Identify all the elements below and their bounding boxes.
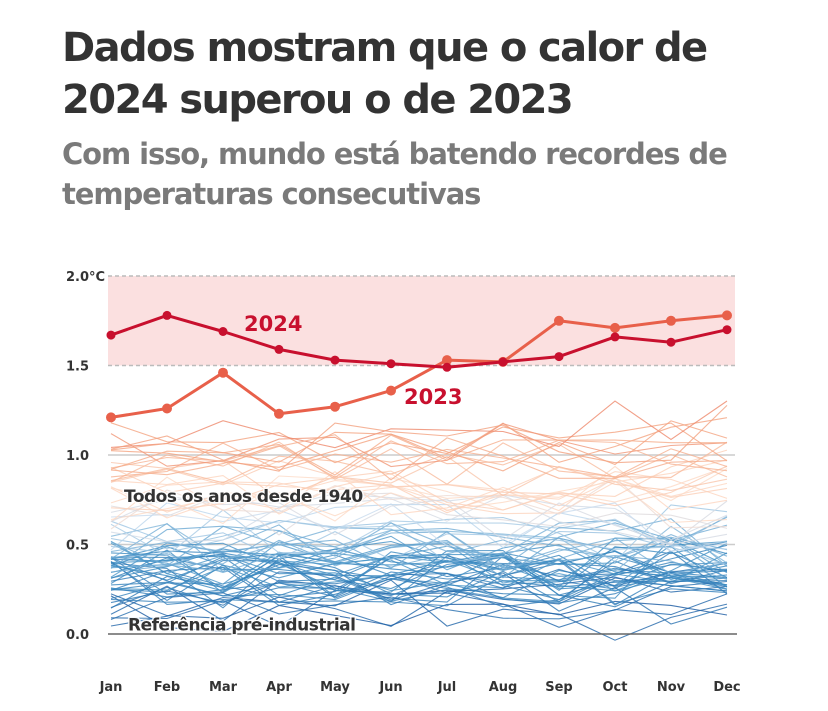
chart-title: Dados mostram que o calor de 2024 supero… (62, 25, 708, 123)
data-point-2023 (610, 322, 620, 333)
x-tick-label: Oct (603, 680, 628, 695)
background-year-line (110, 537, 728, 574)
background-year-line (110, 523, 728, 572)
x-tick-label: Jun (378, 680, 402, 695)
data-point-2023 (386, 385, 396, 396)
data-point-2023 (666, 315, 676, 326)
background-year-line (110, 502, 728, 551)
background-year-line (110, 545, 728, 591)
data-point-2024 (274, 344, 284, 354)
background-year-line (110, 439, 728, 478)
x-tick-label: Sep (545, 680, 573, 695)
background-year-line (110, 492, 728, 536)
background-year-line (110, 571, 728, 625)
annotation-pre-industrial: Referência pré-industrial (128, 616, 355, 636)
background-year-line (110, 509, 728, 557)
data-point-2024 (442, 362, 452, 372)
y-tick-label: 2.0°C (66, 270, 105, 285)
background-year-line (110, 441, 728, 485)
x-tick-label: Feb (154, 680, 180, 695)
background-year-line (110, 562, 728, 604)
background-year-line (110, 504, 728, 563)
data-point-2024 (218, 327, 228, 336)
x-tick-label: Nov (657, 680, 686, 695)
background-year-line (110, 495, 728, 545)
background-year-line (110, 434, 727, 476)
data-point-2024 (162, 310, 172, 320)
x-tick-label: Dec (713, 680, 740, 695)
background-year-line (110, 480, 728, 524)
background-year-line (110, 434, 728, 481)
x-tick-label: Aug (489, 680, 518, 695)
background-year-line (110, 520, 728, 566)
series-label-2024: 2024 (244, 312, 302, 336)
background-year-line (110, 542, 728, 592)
y-axis-ticks: 2.0°C 1.5 1.0 0.5 0.0 (66, 270, 105, 643)
x-axis-ticks: Jan Feb Mar Apr May Jun Jul Aug Sep Oct Nov Dec (99, 680, 741, 695)
data-point-2023 (218, 367, 228, 378)
data-point-2024 (106, 330, 116, 340)
background-year-line (110, 522, 728, 569)
background-year-line (110, 589, 728, 628)
background-year-line (110, 460, 728, 507)
data-point-2024 (554, 352, 564, 362)
data-point-2023 (106, 412, 116, 423)
data-point-2023 (162, 403, 172, 414)
y-tick-label: 0.0 (66, 628, 89, 643)
series-line-2024 (110, 313, 728, 369)
background-year-line (110, 531, 728, 575)
background-year-line (110, 400, 728, 449)
data-point-2024 (666, 337, 676, 347)
series-label-2023: 2023 (404, 385, 462, 409)
y-tick-label: 1.5 (66, 360, 89, 375)
x-tick-label: Jan (99, 680, 123, 695)
background-year-line (110, 554, 728, 603)
data-point-2024 (330, 355, 340, 365)
background-year-line (110, 566, 728, 608)
background-year-line (110, 442, 728, 478)
background-year-line (110, 550, 728, 598)
background-year-line (110, 466, 728, 514)
data-point-2024 (610, 332, 620, 342)
x-tick-label: Mar (209, 680, 238, 695)
background-year-line (110, 405, 728, 472)
data-point-2023 (442, 355, 452, 366)
x-tick-label: Jul (437, 680, 457, 695)
background-year-line (110, 449, 728, 512)
background-year-line (110, 550, 728, 589)
background-year-line (110, 522, 728, 580)
highlighted-series (106, 310, 732, 423)
data-point-2024 (498, 357, 508, 367)
y-tick-label: 1.0 (66, 449, 89, 464)
background-year-line (110, 502, 728, 552)
background-year-line (110, 525, 728, 581)
background-year-line (110, 554, 728, 603)
x-tick-label: Apr (266, 680, 292, 695)
annotation-all-years: Todos os anos desde 1940 (124, 487, 363, 507)
data-point-2023 (274, 408, 284, 419)
shaded-band-1-5-to-2-0 (108, 276, 735, 366)
background-year-lines (110, 400, 728, 641)
background-year-line (110, 422, 728, 468)
background-year-line (110, 476, 728, 530)
background-year-line (110, 420, 728, 472)
x-tick-label: May (320, 680, 350, 695)
background-year-line (110, 515, 728, 563)
data-point-2023 (554, 315, 564, 326)
background-year-line (110, 468, 728, 525)
data-point-2023 (722, 310, 732, 321)
background-year-line (110, 443, 728, 484)
background-year-line (110, 459, 728, 515)
series-line-2023 (110, 313, 728, 419)
data-point-2023 (330, 401, 340, 412)
background-year-line (110, 569, 728, 601)
background-year-line (110, 544, 728, 601)
data-point-2024 (386, 359, 396, 369)
y-tick-label: 0.5 (66, 539, 89, 554)
data-point-2024 (722, 325, 732, 335)
chart-subtitle: Com isso, mundo está batendo recordes de… (62, 137, 728, 211)
background-year-line (110, 525, 728, 569)
